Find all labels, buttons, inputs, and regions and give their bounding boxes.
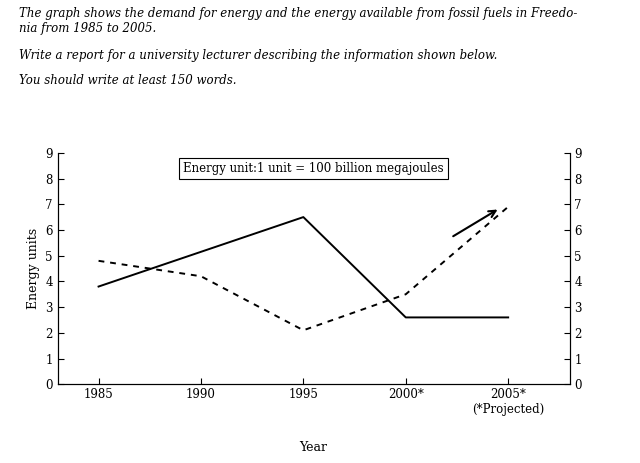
Y-axis label: Energy units: Energy units (27, 228, 40, 309)
Text: nia from 1985 to 2005.: nia from 1985 to 2005. (19, 22, 156, 35)
X-axis label: Year: Year (300, 441, 328, 455)
Text: Write a report for a university lecturer describing the information shown below.: Write a report for a university lecturer… (19, 49, 497, 62)
Text: Energy unit:1 unit = 100 billion megajoules: Energy unit:1 unit = 100 billion megajou… (183, 162, 444, 175)
Text: You should write at least 150 words.: You should write at least 150 words. (19, 74, 237, 87)
Text: The graph shows the demand for energy and the energy available from fossil fuels: The graph shows the demand for energy an… (19, 7, 577, 20)
